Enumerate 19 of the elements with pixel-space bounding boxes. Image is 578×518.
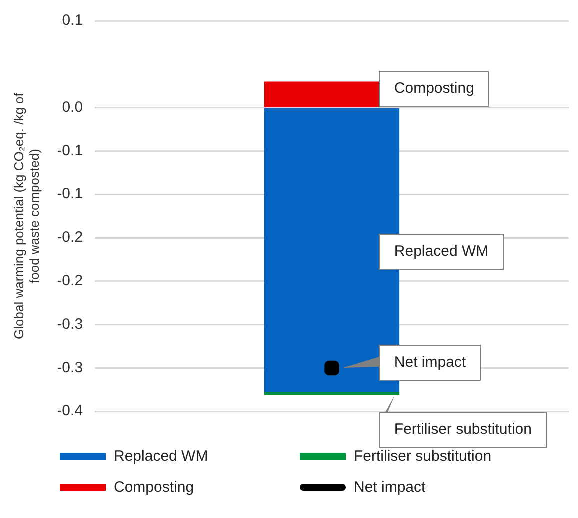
- y-tick-label: -0.3: [57, 316, 84, 333]
- y-tick-label: 0.1: [62, 12, 84, 30]
- text: Replaced WM: [394, 242, 489, 260]
- y-tick-label: -0.2: [57, 272, 84, 290]
- bar: [264, 392, 400, 396]
- text: Fertiliser substitution: [394, 421, 532, 438]
- y-tick-label: -0.1: [57, 142, 84, 160]
- y-tick-label: 0.0: [62, 98, 84, 116]
- y-tick-label: -0.4: [57, 402, 84, 420]
- y-tick-label: -0.3: [57, 359, 84, 376]
- legend-label: Net impact: [354, 479, 426, 496]
- text: Net impact: [394, 354, 466, 372]
- y-axis-title: Global warming potential (kg CO₂eq. /kg of food waste composted): [11, 92, 42, 340]
- legend-label: Composting: [114, 479, 194, 496]
- legend-label: Fertiliser substitution: [354, 448, 492, 465]
- y-tick-label: -0.2: [57, 229, 84, 246]
- legend-label: Replaced WM: [114, 448, 208, 465]
- y-tick-label: -0.1: [57, 186, 84, 203]
- text: Composting: [394, 80, 474, 98]
